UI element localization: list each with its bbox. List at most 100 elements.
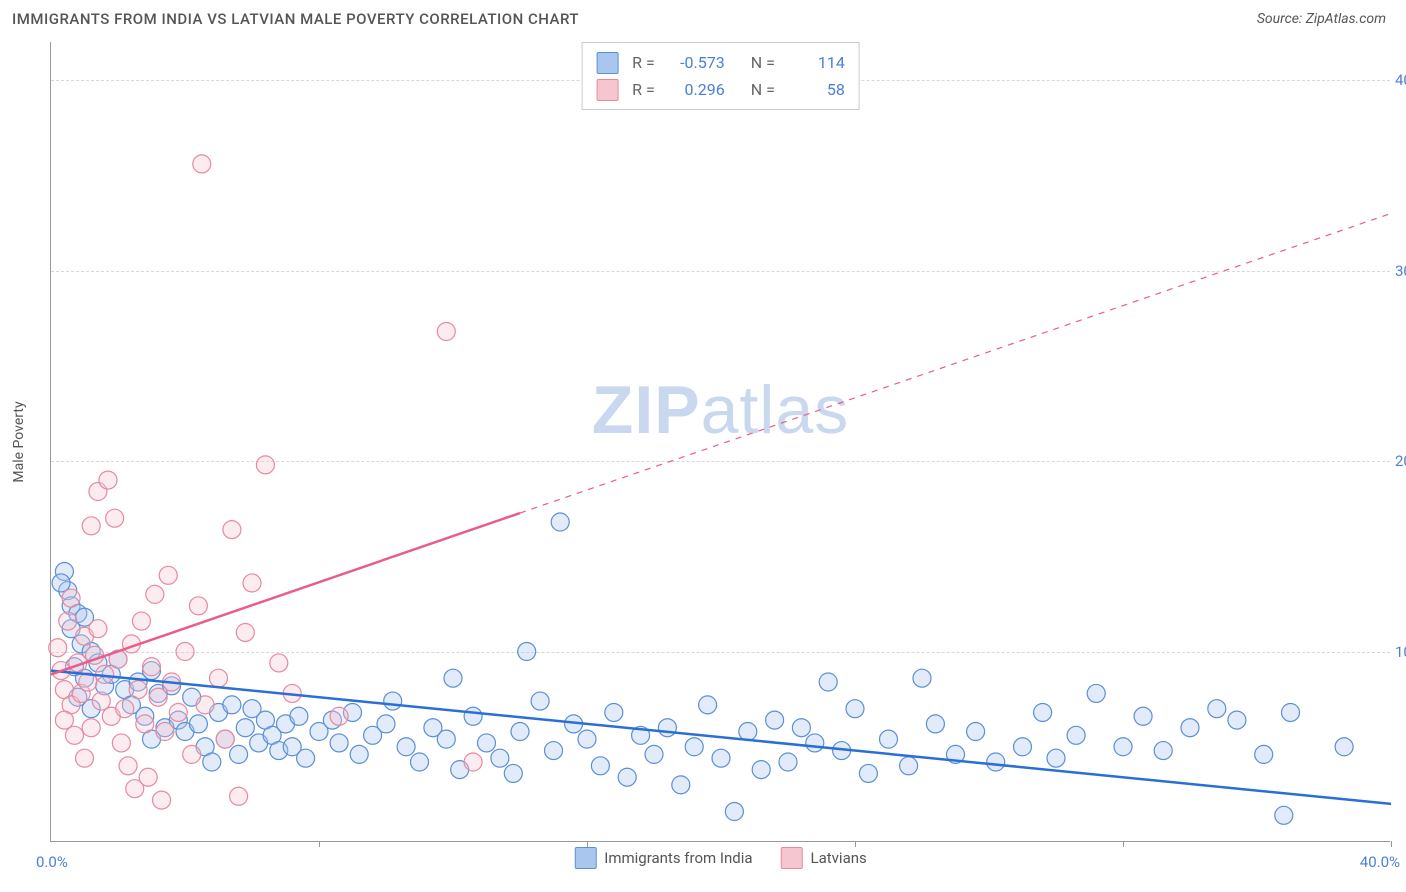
data-point-latvians xyxy=(49,639,67,657)
data-point-india xyxy=(330,734,348,752)
data-point-india xyxy=(846,700,864,718)
data-point-india xyxy=(658,719,676,737)
data-point-india xyxy=(551,513,569,531)
data-point-india xyxy=(1154,742,1172,760)
data-point-latvians xyxy=(55,711,73,729)
data-point-india xyxy=(518,643,536,661)
data-point-india xyxy=(591,757,609,775)
bottom-legend-india-label: Immigrants from India xyxy=(604,849,752,867)
data-point-india xyxy=(1275,806,1293,824)
bottom-legend-india: Immigrants from India xyxy=(574,847,752,869)
data-point-latvians xyxy=(216,730,234,748)
data-point-india xyxy=(1114,738,1132,756)
data-point-india xyxy=(1047,749,1065,767)
data-point-india xyxy=(880,730,898,748)
data-point-latvians xyxy=(230,787,248,805)
data-point-latvians xyxy=(437,323,455,341)
data-point-latvians xyxy=(159,566,177,584)
data-point-india xyxy=(1067,726,1085,744)
data-point-latvians xyxy=(82,517,100,535)
data-point-latvians xyxy=(76,749,94,767)
data-point-latvians xyxy=(236,623,254,641)
swatch-latvians-icon xyxy=(781,847,803,869)
data-point-latvians xyxy=(149,688,167,706)
trend-line-dashed-latvians xyxy=(520,213,1391,513)
data-point-india xyxy=(377,715,395,733)
data-point-india xyxy=(712,749,730,767)
data-point-india xyxy=(618,768,636,786)
data-point-india xyxy=(230,745,248,763)
data-point-india xyxy=(1181,719,1199,737)
data-point-india xyxy=(52,574,70,592)
data-point-india xyxy=(806,734,824,752)
x-tick-mark xyxy=(319,841,320,847)
bottom-legend: Immigrants from India Latvians xyxy=(574,847,867,869)
n-label: N = xyxy=(751,49,775,76)
x-tick-mark xyxy=(1391,841,1392,847)
chart-area: ZIPatlas 10.0%20.0%30.0%40.0% R = -0.573… xyxy=(50,42,1390,842)
data-point-latvians xyxy=(116,700,134,718)
y-axis-label: Male Poverty xyxy=(11,401,27,482)
trend-line-latvians xyxy=(51,513,520,674)
data-point-india xyxy=(491,749,509,767)
data-point-latvians xyxy=(189,597,207,615)
data-point-india xyxy=(504,764,522,782)
data-point-india xyxy=(987,753,1005,771)
data-point-india xyxy=(384,692,402,710)
data-point-india xyxy=(819,673,837,691)
data-point-india xyxy=(236,719,254,737)
data-point-india xyxy=(189,715,207,733)
data-point-india xyxy=(478,734,496,752)
x-tick-label-max: 40.0% xyxy=(1360,853,1400,871)
data-point-india xyxy=(792,719,810,737)
data-point-india xyxy=(397,738,415,756)
data-point-india xyxy=(1208,700,1226,718)
swatch-latvians xyxy=(596,79,618,101)
data-point-india xyxy=(779,753,797,771)
r-value-india: -0.573 xyxy=(665,49,725,76)
data-point-latvians xyxy=(223,521,241,539)
data-point-india xyxy=(1282,703,1300,721)
data-point-latvians xyxy=(169,703,187,721)
data-point-india xyxy=(411,753,429,771)
data-point-india xyxy=(672,776,690,794)
swatch-india-icon xyxy=(574,847,596,869)
data-point-india xyxy=(1014,738,1032,756)
data-point-latvians xyxy=(129,681,147,699)
y-tick-label: 30.0% xyxy=(1395,262,1406,280)
data-point-latvians xyxy=(153,791,171,809)
data-point-latvians xyxy=(156,723,174,741)
data-point-india xyxy=(223,696,241,714)
top-legend: R = -0.573 N = 114 R = 0.296 N = 58 xyxy=(581,42,860,110)
n-value-latvians: 58 xyxy=(785,76,845,103)
data-point-india xyxy=(1034,703,1052,721)
data-point-latvians xyxy=(143,658,161,676)
r-label: R = xyxy=(632,76,655,103)
data-point-india xyxy=(725,803,743,821)
data-point-latvians xyxy=(210,669,228,687)
data-point-india xyxy=(913,669,931,687)
data-point-india xyxy=(900,757,918,775)
data-point-latvians xyxy=(65,726,83,744)
data-point-india xyxy=(297,749,315,767)
legend-row-india: R = -0.573 N = 114 xyxy=(596,49,845,76)
r-value-latvians: 0.296 xyxy=(665,76,725,103)
data-point-latvians xyxy=(330,707,348,725)
data-point-india xyxy=(531,692,549,710)
data-point-india xyxy=(1228,711,1246,729)
data-point-india xyxy=(203,753,221,771)
data-point-latvians xyxy=(82,719,100,737)
data-point-latvians xyxy=(136,715,154,733)
data-point-latvians xyxy=(119,757,137,775)
scatter-plot-svg xyxy=(51,42,1390,841)
data-point-india xyxy=(1335,738,1353,756)
swatch-india xyxy=(596,52,618,74)
y-tick-label: 10.0% xyxy=(1395,643,1406,661)
data-point-india xyxy=(545,742,563,760)
x-tick-mark xyxy=(1123,841,1124,847)
data-point-india xyxy=(752,761,770,779)
header: IMMIGRANTS FROM INDIA VS LATVIAN MALE PO… xyxy=(0,0,1406,34)
x-tick-label-min: 0.0% xyxy=(36,853,68,871)
data-point-latvians xyxy=(193,155,211,173)
data-point-latvians xyxy=(62,589,80,607)
